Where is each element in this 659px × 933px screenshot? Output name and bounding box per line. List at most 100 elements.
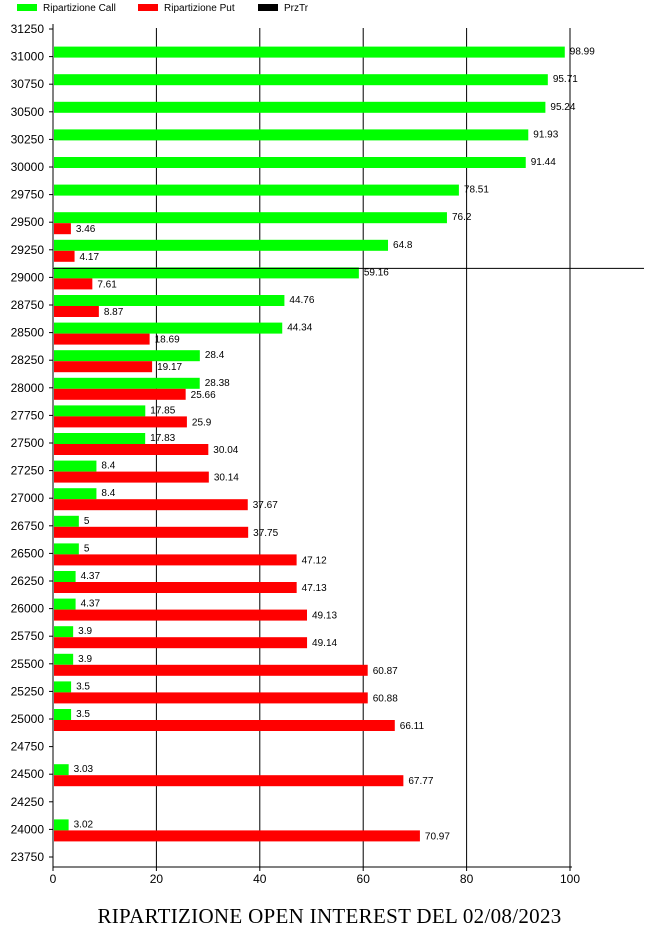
call-bar (54, 653, 74, 665)
y-tick-label: 30750 (11, 77, 45, 91)
put-value-label: 18.69 (155, 335, 180, 346)
y-tick-label: 28750 (11, 298, 45, 312)
call-bar (54, 212, 447, 224)
put-value-label: 49.13 (312, 611, 337, 622)
x-tick-label: 0 (50, 872, 57, 886)
call-bar (54, 377, 200, 389)
put-value-label: 8.87 (104, 307, 124, 318)
call-bar (54, 239, 389, 251)
put-bar (54, 637, 308, 649)
call-bar (54, 184, 459, 196)
put-bar (54, 333, 150, 345)
call-bar (54, 543, 79, 555)
call-value-label: 5 (84, 516, 90, 527)
call-value-label: 91.93 (533, 129, 558, 140)
legend-label: Ripartizione Put (164, 3, 235, 14)
call-bar (54, 460, 97, 472)
y-tick-label: 28000 (11, 381, 45, 395)
y-tick-label: 28250 (11, 353, 45, 367)
call-value-label: 5 (84, 543, 90, 554)
legend-label: PrzTr (284, 3, 309, 14)
x-tick-label: 60 (357, 872, 371, 886)
y-tick-label: 27000 (11, 491, 45, 505)
put-bar (54, 444, 209, 455)
y-tick-label: 29250 (11, 243, 45, 257)
call-bar (54, 819, 69, 831)
put-bar (54, 554, 297, 566)
call-value-label: 4.37 (81, 599, 101, 610)
call-bar (54, 157, 526, 168)
put-bar (54, 609, 308, 621)
put-value-label: 67.77 (408, 776, 433, 787)
call-value-label: 17.85 (150, 405, 175, 416)
call-value-label: 3.03 (74, 764, 94, 775)
call-value-label: 28.38 (205, 378, 230, 389)
y-tick-label: 30250 (11, 132, 45, 146)
put-bar (54, 388, 186, 400)
y-tick-label: 29000 (11, 270, 45, 284)
call-value-label: 17.83 (150, 433, 175, 444)
put-value-label: 25.9 (192, 417, 212, 428)
put-value-label: 25.66 (191, 390, 216, 401)
call-value-label: 3.5 (76, 709, 90, 720)
legend-swatch (17, 4, 37, 11)
call-bar (54, 515, 79, 527)
y-tick-label: 24250 (11, 795, 45, 809)
put-bar (54, 526, 249, 538)
call-value-label: 78.51 (464, 185, 489, 196)
put-bar (54, 830, 420, 842)
x-tick-label: 80 (460, 872, 474, 886)
x-tick-label: 40 (253, 872, 267, 886)
call-value-label: 3.02 (74, 819, 94, 830)
y-tick-label: 25750 (11, 629, 45, 643)
call-bar (54, 764, 69, 776)
call-bar (54, 626, 74, 638)
open-interest-chart: 31250 31000 30750 30500 30250 30000 29750 29500… (11, 3, 644, 886)
y-tick-label: 30000 (11, 160, 45, 174)
put-value-label: 4.17 (80, 252, 100, 263)
call-bar (54, 681, 72, 693)
call-value-label: 64.8 (393, 240, 413, 251)
call-value-label: 28.4 (205, 350, 225, 361)
put-value-label: 37.75 (253, 528, 278, 539)
y-tick-label: 26750 (11, 519, 45, 533)
call-bar (54, 433, 146, 444)
y-tick-label: 25000 (11, 712, 45, 726)
put-bar (54, 692, 368, 704)
put-value-label: 60.87 (373, 666, 398, 677)
x-tick-label: 100 (560, 872, 580, 886)
put-bar (54, 361, 153, 373)
put-value-label: 7.61 (97, 279, 117, 290)
call-bar (54, 405, 146, 417)
call-value-label: 44.34 (287, 323, 312, 334)
put-bar (54, 775, 404, 787)
call-value-label: 4.37 (81, 571, 101, 582)
put-bar (54, 306, 99, 317)
y-tick-label: 25250 (11, 684, 45, 698)
y-tick-label: 26500 (11, 546, 45, 560)
put-value-label: 70.97 (425, 831, 450, 842)
y-tick-label: 24500 (11, 767, 45, 781)
chart-footer-title: RIPARTIZIONE OPEN INTEREST DEL 02/08/202… (97, 904, 562, 928)
put-bar (54, 223, 71, 235)
call-bar (54, 350, 200, 362)
y-tick-label: 31000 (11, 50, 45, 64)
call-value-label: 95.71 (553, 74, 578, 85)
y-tick-label: 24000 (11, 822, 45, 836)
put-value-label: 30.14 (214, 473, 239, 484)
call-bar (54, 295, 285, 306)
put-value-label: 47.12 (302, 555, 327, 566)
put-bar (54, 582, 297, 593)
call-bar (54, 129, 529, 141)
put-bar (54, 664, 368, 676)
y-tick-label: 24750 (11, 740, 45, 754)
put-value-label: 49.14 (312, 638, 337, 649)
legend-swatch (258, 4, 278, 11)
y-tick-label: 28500 (11, 326, 45, 340)
put-bar (54, 278, 93, 290)
call-bar (54, 267, 359, 279)
put-bar (54, 250, 75, 262)
y-tick-label: 26000 (11, 602, 45, 616)
legend-label: Ripartizione Call (43, 3, 116, 14)
call-value-label: 44.76 (289, 295, 314, 306)
